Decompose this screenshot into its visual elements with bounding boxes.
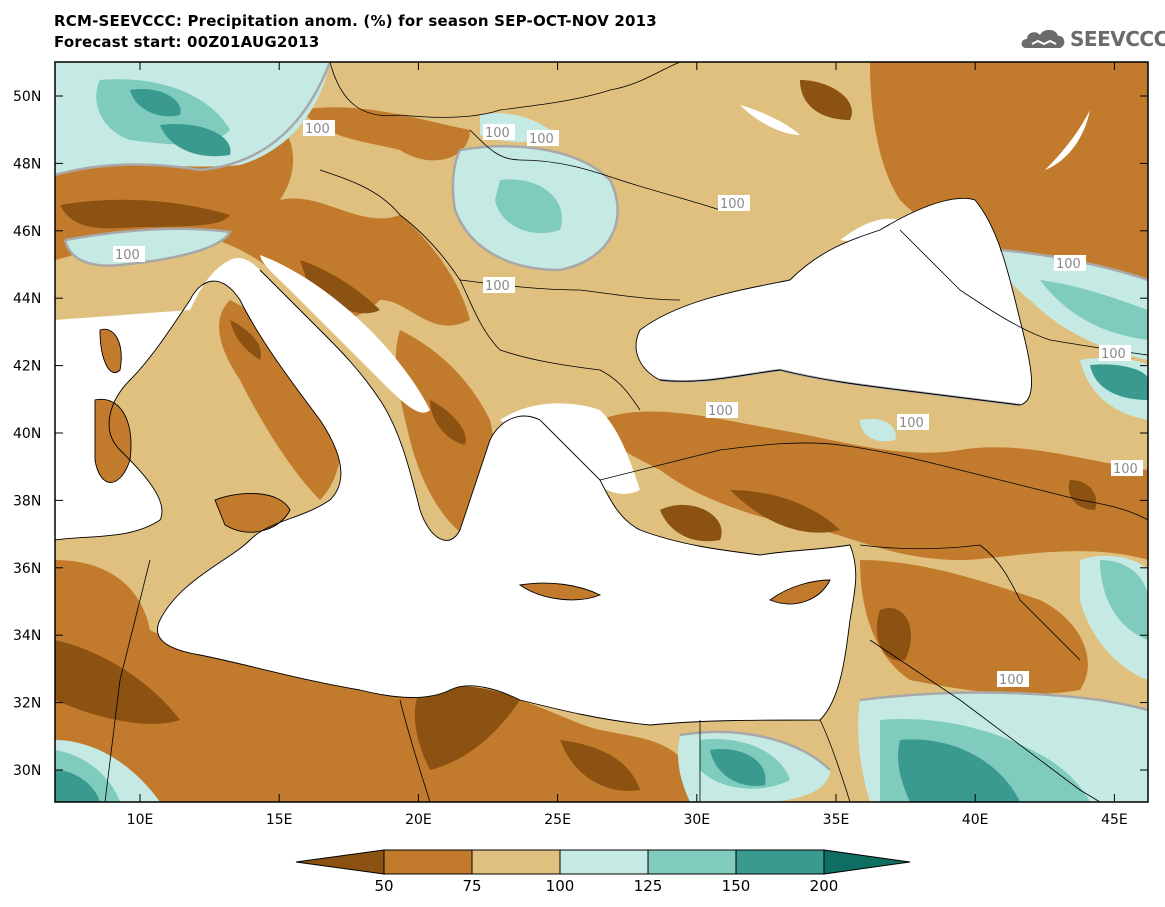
country-borders	[104, 62, 1148, 802]
very-dry-south-anatolia-west	[660, 504, 722, 542]
colorbar-segment	[383, 849, 473, 875]
lat-label: 36N	[13, 561, 41, 577]
lon-label: 40E	[962, 812, 989, 828]
lon-label: 10E	[127, 812, 154, 828]
wet-zone-anatolia-spot	[860, 418, 896, 442]
colorbar-label: 75	[462, 877, 481, 895]
map-field: 100 100 100 100 100 100 100 100 100 100 …	[55, 62, 1148, 802]
lat-label: 40N	[13, 426, 41, 442]
dry-zone-syria	[860, 560, 1088, 695]
latitude-axis: 50N 48N 46N 44N 42N 40N 38N 36N 34N 32N 30N	[13, 89, 1148, 779]
lat-label: 48N	[13, 156, 41, 172]
mediterranean-sea	[55, 258, 856, 725]
cyprus	[770, 580, 830, 604]
contour-label: 100	[899, 416, 924, 431]
lon-label: 35E	[823, 812, 850, 828]
lon-label: 15E	[266, 812, 293, 828]
lat-label: 42N	[13, 359, 41, 375]
dry-zone-greece	[395, 330, 494, 540]
very-wet-zone-jordan	[898, 739, 1020, 802]
contour-label: 100	[305, 122, 330, 137]
lat-label: 50N	[13, 89, 41, 105]
colorbar-high-arrow	[823, 849, 911, 875]
very-dry-libya-east	[560, 740, 640, 791]
map-frame	[54, 61, 1149, 803]
lon-label: 45E	[1101, 812, 1128, 828]
very-wet-zone-bavaria	[130, 89, 181, 117]
lat-label: 30N	[13, 763, 41, 779]
longitude-axis: 10E 15E 20E 25E 30E 35E 40E 45E	[127, 62, 1128, 828]
contour-label: 100	[1056, 257, 1081, 272]
lat-label: 34N	[13, 628, 41, 644]
lat-label: 32N	[13, 696, 41, 712]
colorbar-segment	[559, 849, 649, 875]
colorbar-segment	[735, 849, 825, 875]
wet-zone-po-valley	[65, 228, 230, 266]
very-wet-zone-austria	[160, 124, 231, 157]
wetter-zone-romania	[495, 179, 562, 234]
lon-label: 30E	[683, 812, 710, 828]
very-dry-bosnia	[300, 260, 380, 314]
coastlines	[55, 197, 1032, 726]
very-dry-lebanon	[876, 608, 911, 661]
colorbar-label: 150	[722, 877, 751, 895]
black-sea	[636, 198, 1032, 405]
very-dry-central-italy	[230, 320, 261, 360]
lat-label: 46N	[13, 224, 41, 240]
crete	[520, 583, 600, 600]
sicily	[215, 493, 290, 533]
forecast-start-subtitle: Forecast start: 00Z01AUG2013	[54, 33, 320, 51]
lat-label: 44N	[13, 291, 41, 307]
contour-label: 100	[529, 132, 554, 147]
adriatic-sea	[260, 255, 430, 413]
dry-zone-anatolia	[600, 411, 1148, 560]
contour-label: 100	[485, 126, 510, 141]
lon-label: 20E	[405, 812, 432, 828]
contour-label: 100	[115, 248, 140, 263]
aegean-sea	[500, 403, 640, 494]
colorbar-label: 125	[634, 877, 663, 895]
very-dry-albania	[430, 400, 466, 445]
seevccc-logo: SEEVCCC	[1018, 22, 1165, 56]
lon-label: 25E	[544, 812, 571, 828]
wetter-zone-iraq-iran	[1100, 560, 1148, 640]
colorbar-label: 200	[810, 877, 839, 895]
lat-label: 38N	[13, 493, 41, 509]
dry-zone-central-europe	[300, 107, 470, 161]
contour-label: 100	[485, 279, 510, 294]
colorbar-segment	[647, 849, 737, 875]
cloud-logo-icon	[1021, 29, 1065, 48]
contour-label: 100	[1101, 347, 1126, 362]
corsica	[100, 329, 122, 373]
very-wet-zone-caspian	[1090, 364, 1148, 400]
very-wet-zone-algeria	[55, 770, 100, 802]
map-title: RCM-SEEVCCC: Precipitation anom. (%) for…	[54, 12, 657, 30]
colorbar-segment	[471, 849, 561, 875]
very-dry-alps	[60, 199, 230, 229]
colorbar-label: 50	[374, 877, 393, 895]
contour-label: 100	[720, 197, 745, 212]
dry-zone-north-africa	[55, 560, 700, 802]
colorbar-low-arrow	[295, 849, 385, 875]
very-wet-zone-egypt	[710, 749, 766, 786]
contour-label: 100	[999, 673, 1024, 688]
very-dry-south-anatolia-east	[730, 490, 840, 533]
very-dry-ukraine	[800, 80, 852, 120]
reservoir-dnieper	[740, 105, 800, 135]
very-dry-libya	[414, 685, 520, 770]
colorbar: 50 75 100 125 150 200	[295, 849, 911, 895]
colorbar-label: 100	[546, 877, 575, 895]
very-dry-iraq	[1068, 480, 1097, 510]
contour-labels: 100 100 100 100 100 100 100 100 100 100 …	[113, 120, 1143, 688]
wetter-zone-georgia	[1040, 280, 1148, 340]
sea-of-azov	[840, 218, 900, 242]
dry-zone-ukraine-russia	[870, 62, 1148, 300]
contour-label: 100	[1113, 462, 1138, 477]
very-dry-tunisia	[55, 640, 180, 724]
logo-text: SEEVCCC	[1070, 27, 1165, 51]
contour-label: 100	[708, 404, 733, 419]
